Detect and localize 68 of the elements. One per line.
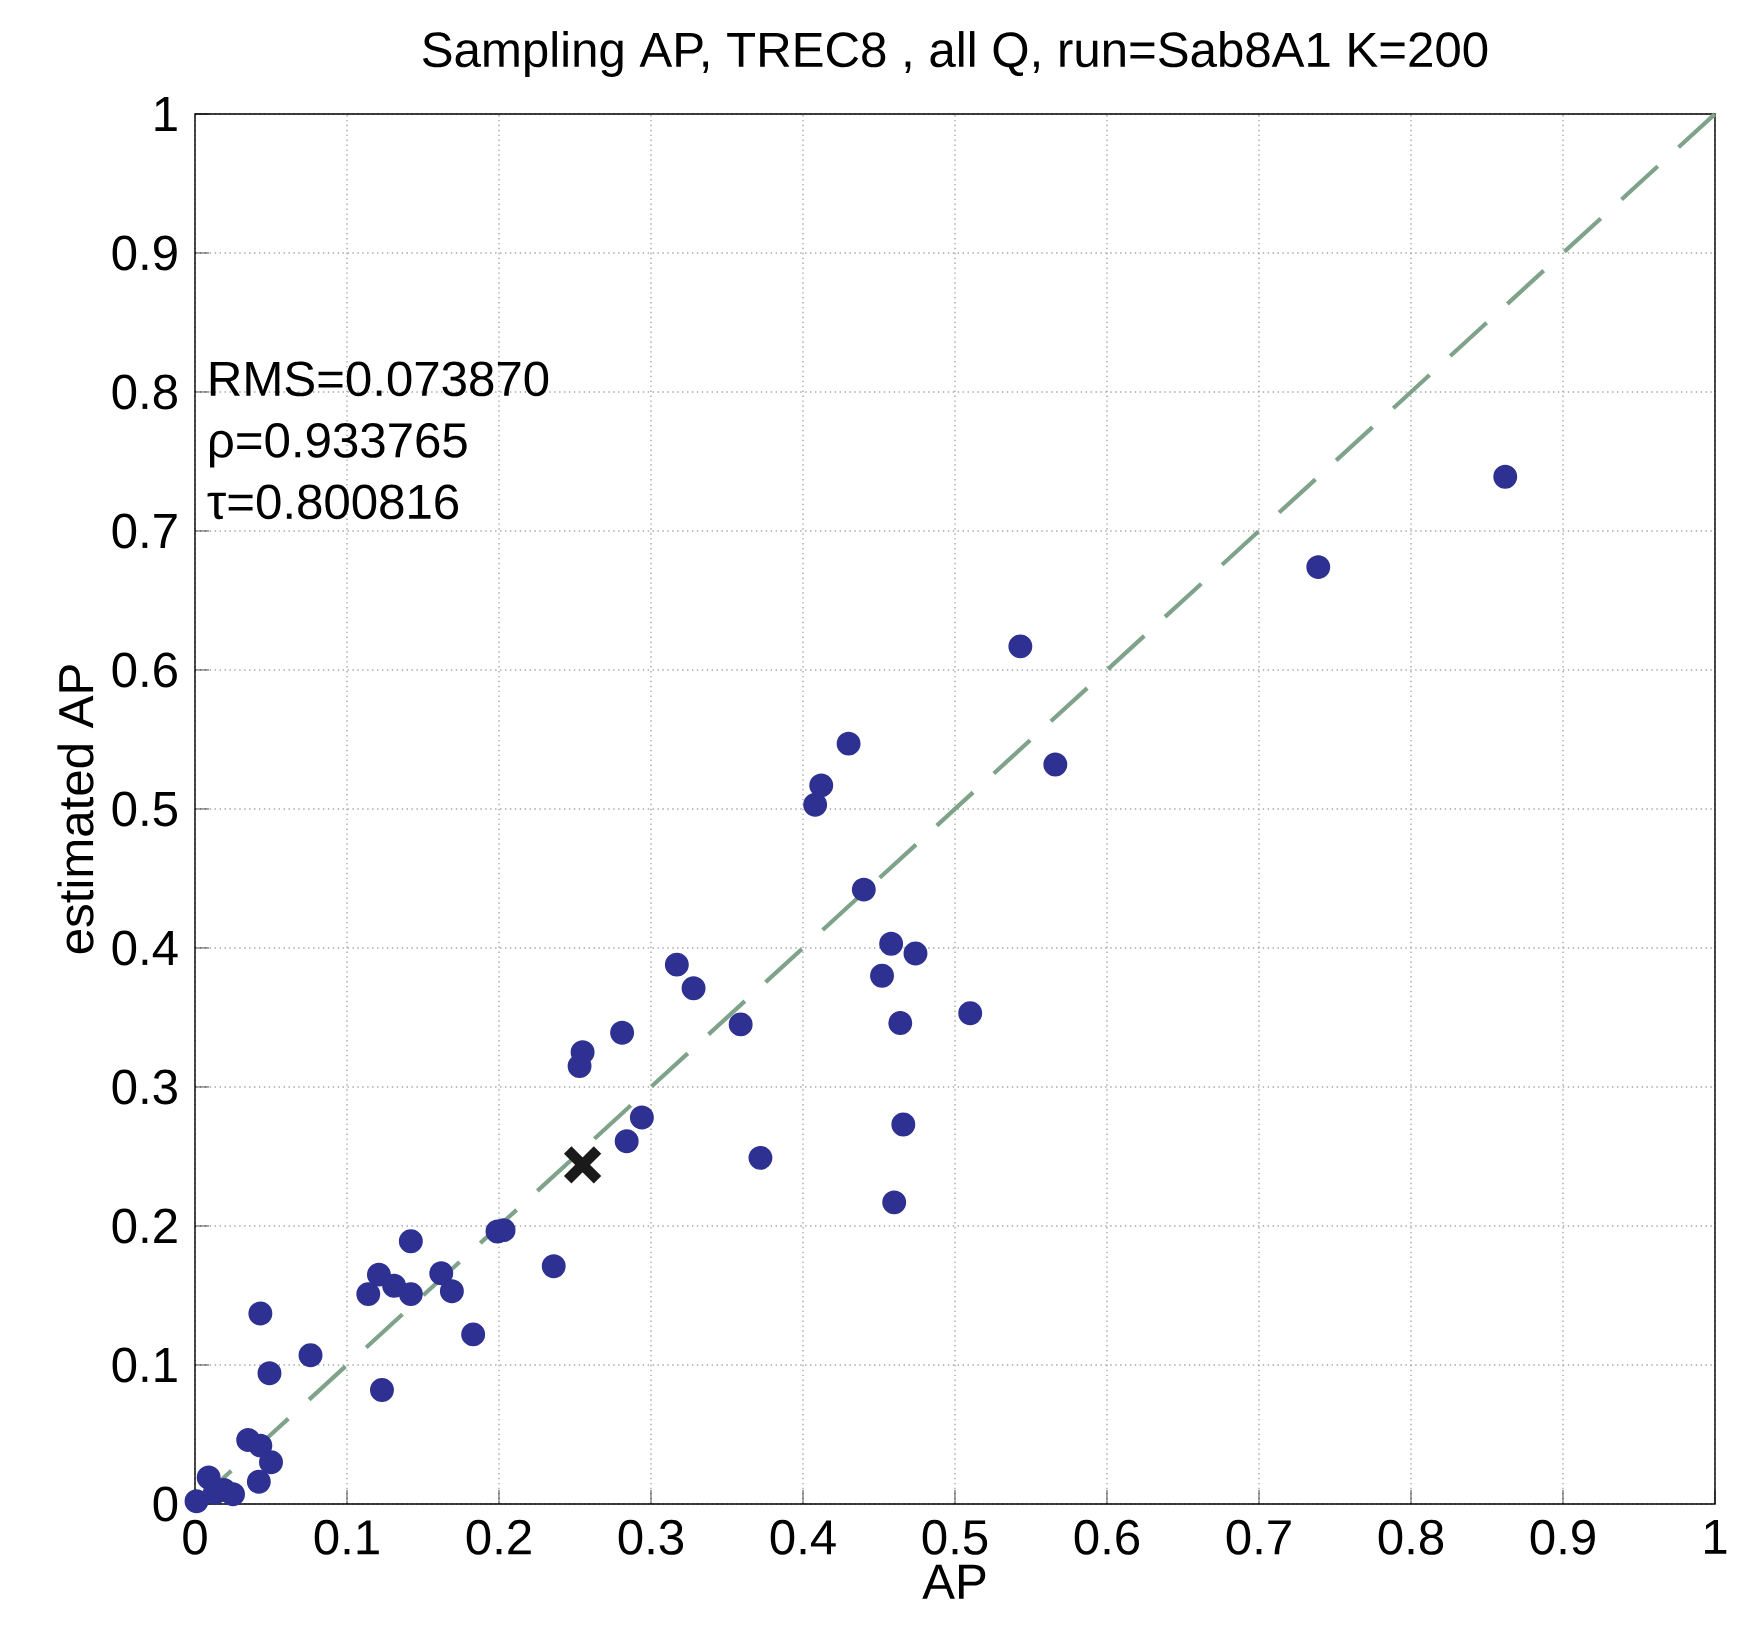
y-tick-label: 1 [155,97,177,131]
point [629,1105,654,1130]
point [728,1012,753,1037]
point [903,941,928,966]
point [246,1469,271,1494]
x-tick-label: 0 [183,1519,207,1555]
point [541,1254,566,1279]
point [614,1129,639,1154]
y-tick-label: 0.9 [112,235,177,271]
point [748,1145,773,1170]
x-tick-label: 0.1 [314,1519,379,1555]
point [257,1361,282,1386]
y-tick-label: 0.3 [112,1069,177,1105]
point [439,1279,464,1304]
point [398,1282,423,1307]
y-tick-label: 0.7 [112,513,177,549]
x-axis-title: AP [922,1564,986,1599]
y-tick-label: 0.6 [112,652,177,688]
y-tick-label: 0.2 [112,1208,177,1244]
point [356,1282,381,1307]
annotation: τ=0.800816 [207,484,459,520]
point [610,1020,635,1045]
y-tick-label: 0.4 [112,930,178,966]
annotation: ρ=0.933765 [210,422,467,468]
x-tick-label: 0.3 [618,1519,684,1555]
chart-title: Sampling AP, TREC8 , all Q, run=Sab8A1 K=200 [422,31,1488,77]
x-tick-label: 0.9 [1530,1519,1595,1555]
annotation: RMS=0.073870 [210,361,549,397]
point [958,1001,983,1026]
point [882,1190,907,1215]
x-tick-label: 0.5 [922,1519,988,1555]
point [248,1301,273,1326]
y-tick-label: 0 [153,1486,178,1522]
point [879,931,904,956]
point [259,1450,283,1475]
x-tick-label: 1 [1705,1519,1727,1554]
point [398,1229,423,1254]
point [891,1112,916,1137]
y-tick-label: 0.1 [112,1347,177,1383]
y-axis-title: estimated AP [57,665,94,954]
point [184,1489,209,1514]
point [1043,752,1068,777]
point [461,1322,486,1347]
x-tick-label: 0.8 [1378,1519,1444,1555]
point [851,877,876,902]
point [888,1011,913,1035]
x-tick-label: 0.4 [770,1519,836,1555]
x-tick-label: 0.2 [466,1519,531,1555]
y-tick-label: 0.5 [112,791,177,827]
point [1493,464,1518,489]
x-tick-label: 0.6 [1074,1519,1140,1555]
point [570,1040,595,1065]
point [870,963,894,988]
point [664,952,689,977]
point [1306,555,1331,580]
point [221,1482,245,1507]
point [298,1343,323,1368]
point [429,1261,454,1286]
point [836,731,861,756]
y-tick-label: 0.8 [112,374,177,410]
point [1008,634,1033,659]
point [370,1378,394,1402]
x-tick-label: 0.7 [1226,1519,1291,1555]
point [562,1144,603,1186]
point [803,792,828,817]
point [681,976,706,1001]
point [809,773,834,798]
point [248,1433,273,1458]
